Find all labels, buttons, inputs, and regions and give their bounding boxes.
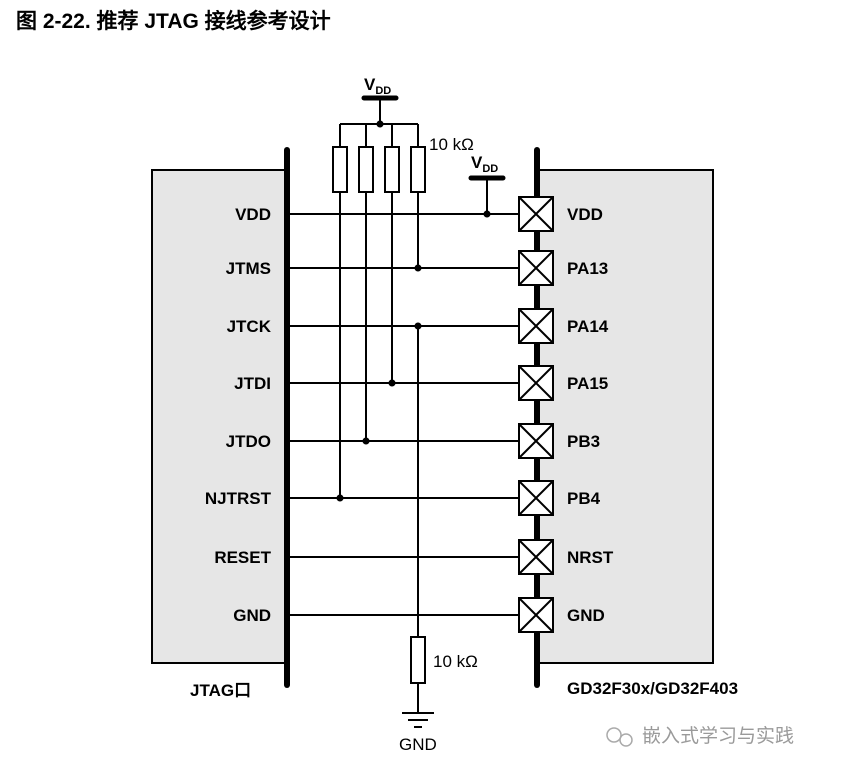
mcu-pin-label: PA15	[567, 374, 608, 393]
jtag-pin-label: JTCK	[227, 317, 272, 336]
pin-cross-icon	[518, 480, 554, 516]
jtag-pin-label: JTDO	[226, 432, 271, 451]
mcu-pin-label: GND	[567, 606, 605, 625]
junction-dot	[376, 120, 384, 128]
jtag-pin-label: NJTRST	[205, 489, 272, 508]
pin-cross-icon	[518, 196, 554, 232]
pin-cross-icon	[518, 539, 554, 575]
mcu-pin-label: VDD	[567, 205, 603, 224]
watermark: 嵌入式学习与实践	[606, 725, 794, 747]
junction-dot	[483, 210, 491, 218]
mcu-box	[536, 169, 714, 664]
mcu-pin-label: PB3	[567, 432, 600, 451]
pulldown-resistor	[402, 326, 434, 728]
jtag-connector-label: JTAG口	[190, 681, 251, 700]
pullup-value: 10 kΩ	[429, 135, 474, 154]
pin-cross-icon	[518, 423, 554, 459]
gnd-symbol-label: GND	[399, 735, 437, 754]
vdd-label-top: VDD	[364, 75, 391, 97]
jtag-pin-label: JTDI	[234, 374, 271, 393]
mcu-pin-label: NRST	[567, 548, 614, 567]
jtag-pin-label: RESET	[214, 548, 271, 567]
jtag-pin-label: JTMS	[226, 259, 271, 278]
mcu-pin-label: PA14	[567, 317, 609, 336]
wechat-icon	[606, 727, 622, 743]
svg-text:嵌入式学习与实践: 嵌入式学习与实践	[642, 725, 794, 747]
mcu-pin-label: PB4	[567, 489, 601, 508]
jtag-pin-label: GND	[233, 606, 271, 625]
mcu-pin-label: PA13	[567, 259, 608, 278]
pullup-resistors	[332, 95, 426, 498]
jtag-connector-box	[151, 169, 288, 664]
pin-cross-icon	[518, 597, 554, 633]
pulldown-value: 10 kΩ	[433, 652, 478, 671]
mcu-label: GD32F30x/GD32F403	[567, 679, 738, 698]
jtag-pin-label: VDD	[235, 205, 271, 224]
figure-title: 图 2-22. 推荐 JTAG 接线参考设计	[16, 9, 331, 33]
vdd-label-right: VDD	[471, 153, 498, 175]
pin-cross-icon	[518, 250, 554, 286]
pin-cross-icon	[518, 308, 554, 344]
pin-cross-icon	[518, 365, 554, 401]
